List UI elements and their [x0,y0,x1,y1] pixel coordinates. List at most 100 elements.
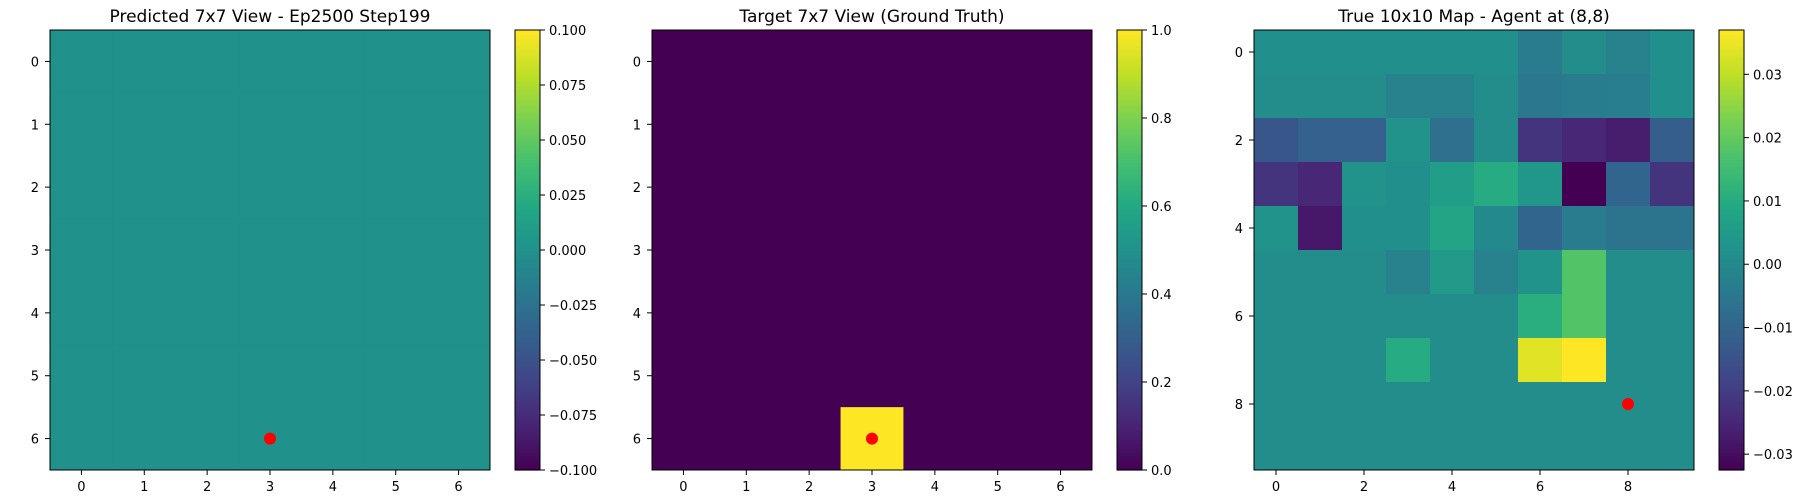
colorbar-segment [515,234,540,238]
colorbar-segment [1117,230,1142,233]
colorbar-segment [515,269,540,273]
heatmap-cell [1342,30,1387,75]
heatmap-cell [1562,250,1607,295]
heatmap-cell [238,218,302,282]
colorbar-segment [515,421,540,425]
colorbar-segment [1719,305,1744,308]
colorbar-segment [1117,276,1142,280]
heatmap-cell [427,30,491,94]
colorbar-segment [515,333,540,337]
colorbar-segment [1117,373,1142,376]
colorbar-segment [1719,375,1744,379]
colorbar-segment [1719,87,1744,90]
heatmap-cell [1430,74,1475,119]
colorbar-segment [1719,223,1744,227]
heatmap-cell [427,155,491,220]
colorbar-segment [1117,324,1142,328]
colorbar-segment [515,38,540,42]
colorbar-tick-label: 0.100 [549,24,586,39]
heatmap-cell [1650,250,1695,295]
heatmap-cell [50,92,114,157]
heatmap-cell [50,407,114,471]
heatmap-cell [175,218,240,282]
heatmap-cell [1430,118,1475,163]
colorbar-segment [1719,166,1744,170]
colorbar-segment [1719,434,1744,438]
colorbar-segment [515,313,540,317]
colorbar-segment [1719,338,1744,341]
x-tick-label: 2 [203,480,211,495]
heatmap-cell [1650,382,1695,427]
colorbar-segment [1117,159,1142,163]
colorbar-segment [515,261,540,264]
colorbar-tick-label: 0.050 [549,134,586,149]
colorbar-segment [1117,318,1142,321]
heatmap-cell [652,92,716,157]
colorbar-tick-label: 0.2 [1151,376,1172,391]
heatmap-cell [1386,74,1431,119]
heatmap-cell [1029,30,1093,94]
colorbar-segment [1719,131,1744,134]
colorbar-segment [515,69,540,73]
heatmap-cell [903,407,967,471]
colorbar-segment [1117,118,1142,121]
colorbar-segment [515,324,540,328]
colorbar-segment [1719,456,1744,460]
x-tick-label: 0 [77,480,85,495]
colorbar-segment [1117,184,1142,187]
colorbar-segment [515,329,540,332]
colorbar-segment [1117,256,1142,260]
colorbar-segment [1719,247,1744,251]
colorbar-segment [515,311,540,315]
colorbar-segment [515,426,540,429]
heatmap-cell [301,407,365,471]
colorbar-segment [515,212,540,216]
colorbar-segment [1117,454,1142,458]
colorbar-segment [515,461,540,464]
colorbar-segment [1719,322,1744,326]
y-tick-label: 0 [633,55,641,70]
x-tick-label: 0 [679,480,687,495]
colorbar-segment [1117,428,1142,431]
heatmap-cell [1298,382,1343,427]
colorbar-segment [1719,144,1744,148]
heatmap-cell [238,155,302,220]
heatmap-cell [1254,382,1299,427]
colorbar-segment [1719,404,1744,407]
y-tick-label: 1 [633,118,641,133]
colorbar-segment [1117,131,1142,134]
colorbar-segment [1719,225,1744,229]
heatmap-cell [1650,30,1695,75]
colorbar-segment [1719,129,1744,132]
heatmap-cell [301,30,365,94]
x-tick-label: 4 [329,480,337,495]
heatmap-cell [903,344,967,408]
colorbar-segment [1719,91,1744,95]
heatmap-cell [1474,74,1519,119]
colorbar-segment [515,335,540,339]
heatmap-cell [840,30,904,94]
colorbar-segment [515,239,540,242]
heatmap-cell [1254,74,1299,119]
colorbar-segment [515,298,540,302]
colorbar-segment [1719,388,1744,392]
colorbar-segment [1117,296,1142,299]
colorbar-segment [1719,124,1744,128]
heatmap-cell [903,92,967,157]
colorbar-segment [515,289,540,293]
colorbar-segment [515,89,540,93]
colorbar-segment [1719,441,1744,445]
colorbar-segment [1117,60,1142,64]
heatmap-cell [1430,250,1475,295]
colorbar-segment [1117,219,1142,222]
colorbar-segment [1117,203,1142,207]
colorbar-segment [1117,329,1142,332]
colorbar-segment [515,456,540,460]
colorbar-segment [1117,417,1142,420]
colorbar-segment [1117,412,1142,416]
colorbar-segment [1117,56,1142,60]
colorbar-segment [1117,54,1142,57]
colorbar-segment [1117,104,1142,108]
heatmap-cell [364,155,428,220]
colorbar-segment [515,197,540,200]
